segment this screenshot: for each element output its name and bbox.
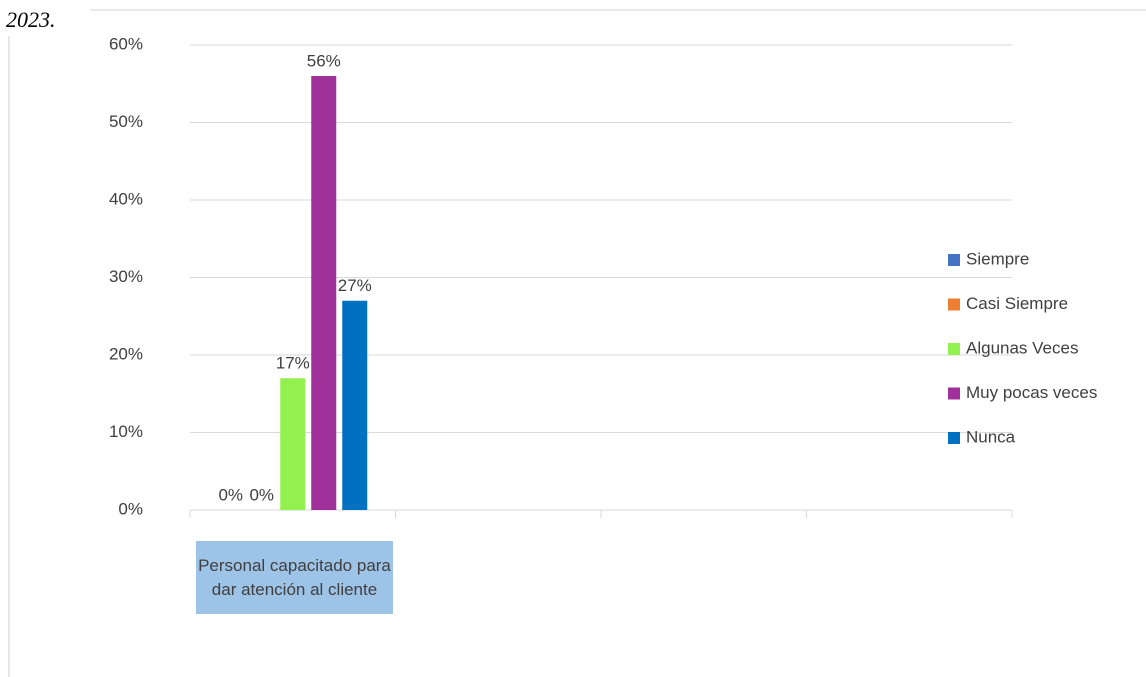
y-tick-label: 50% bbox=[109, 112, 143, 131]
legend-label: Algunas Veces bbox=[966, 338, 1078, 357]
legend-label: Casi Siempre bbox=[966, 294, 1068, 313]
data-label: 17% bbox=[276, 354, 310, 373]
y-tick-label: 10% bbox=[109, 422, 143, 441]
y-tick-label: 20% bbox=[109, 344, 143, 363]
data-label: 0% bbox=[218, 485, 243, 504]
bar bbox=[311, 76, 337, 510]
chart-title: 2023. bbox=[6, 7, 56, 32]
y-tick-label: 0% bbox=[118, 499, 143, 518]
bar bbox=[342, 300, 368, 510]
x-tick-label: Personal capacitado para dar atención al… bbox=[198, 555, 391, 599]
legend-label: Siempre bbox=[966, 249, 1029, 268]
legend-swatch bbox=[948, 254, 960, 266]
y-tick-label: 60% bbox=[109, 34, 143, 53]
y-tick-label: 40% bbox=[109, 189, 143, 208]
legend-swatch bbox=[948, 343, 960, 355]
legend-swatch bbox=[948, 432, 960, 444]
category-label-box: Personal capacitado para dar atención al… bbox=[196, 541, 393, 614]
data-label: 0% bbox=[249, 485, 274, 504]
y-tick-label: 30% bbox=[109, 267, 143, 286]
data-label: 56% bbox=[307, 51, 341, 70]
legend-label: Nunca bbox=[966, 427, 1016, 446]
data-label: 27% bbox=[338, 276, 372, 295]
legend-swatch bbox=[948, 387, 960, 400]
legend-label: Muy pocas veces bbox=[966, 383, 1097, 402]
bar bbox=[280, 378, 306, 510]
legend-swatch bbox=[948, 298, 960, 311]
